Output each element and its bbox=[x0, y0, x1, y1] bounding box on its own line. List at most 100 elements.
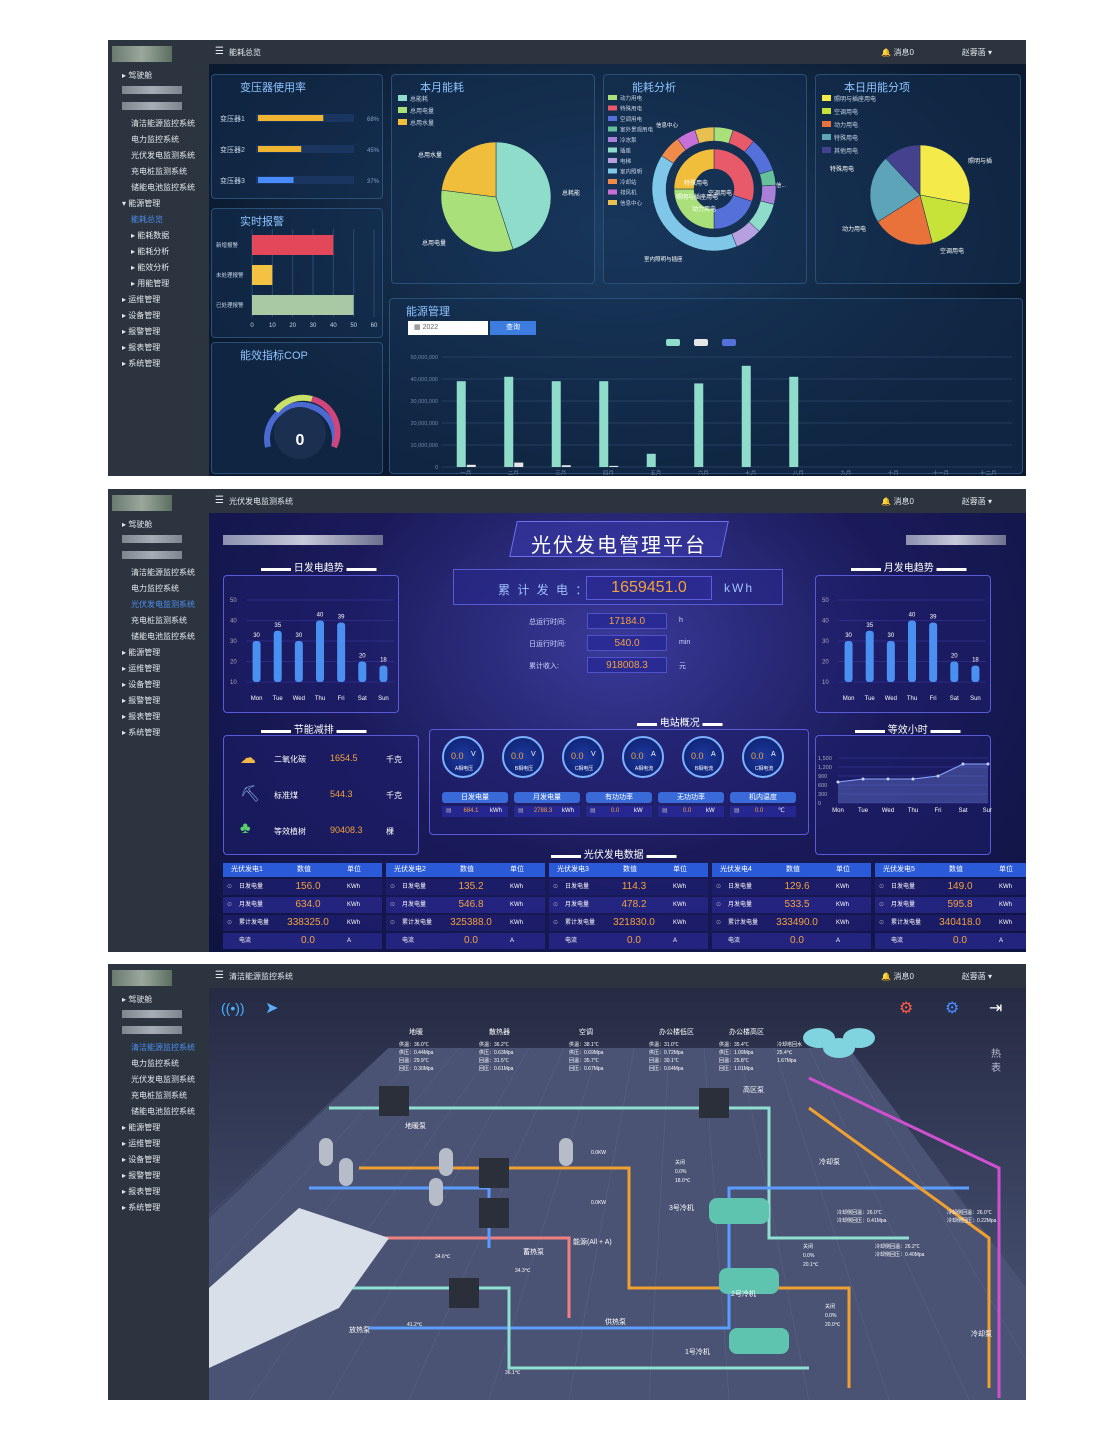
user-menu[interactable]: 赵蓉菡 ▾ bbox=[961, 972, 992, 981]
menu-group-item[interactable]: ▾ 能源管理 bbox=[122, 199, 161, 208]
legend-label: 信息中心 bbox=[620, 199, 643, 207]
pie-slice bbox=[869, 158, 921, 223]
transformer-name: 变压器2 bbox=[220, 145, 245, 154]
menu-toggle-icon[interactable]: ☰ bbox=[215, 970, 224, 981]
menu-subsystem-item[interactable]: 清洁能源监控系统 bbox=[131, 568, 195, 577]
message-button[interactable]: 🔔 消息0 bbox=[881, 972, 914, 981]
menu-subsystem-item[interactable]: 电力监控系统 bbox=[131, 584, 179, 593]
cop-gauge: 0 bbox=[264, 394, 341, 459]
menu-toggle-icon[interactable]: ☰ bbox=[215, 46, 224, 57]
menu-group-item[interactable]: ▸ 报表管理 bbox=[122, 1187, 161, 1196]
legend-label: 电梯 bbox=[620, 157, 632, 165]
cooling-tower bbox=[843, 1028, 875, 1048]
message-button[interactable]: 🔔 消息0 bbox=[881, 497, 914, 506]
menu-subsystem-item[interactable]: 储能电池监控系统 bbox=[131, 183, 195, 192]
legend-swatch bbox=[608, 126, 617, 132]
menu-group-item[interactable]: ▸ 报警管理 bbox=[122, 696, 161, 705]
chiller-status: 关闭 bbox=[803, 1243, 813, 1250]
legend-label: 照明与插座用电 bbox=[834, 95, 876, 103]
menu-group-item[interactable]: ▸ 能源管理 bbox=[122, 648, 161, 657]
query-button[interactable]: 查询 bbox=[490, 321, 536, 335]
menu-item-cockpit[interactable]: ▸ 驾驶舱 bbox=[122, 71, 153, 80]
menu-subsystem-item[interactable]: 光伏发电监测系统 bbox=[131, 600, 195, 609]
wireless-icon[interactable]: ((•)) bbox=[221, 1000, 245, 1016]
menu-subsystem-item[interactable]: 清洁能源监控系统 bbox=[131, 1043, 195, 1052]
pv-row: ⊙ 月发电量 546.8 KWh bbox=[386, 897, 545, 913]
menu-group-item[interactable]: ▸ 报警管理 bbox=[122, 1171, 161, 1180]
pv-row-icon: ⊙ bbox=[227, 920, 233, 926]
zone-reading: 供压：0.44Mpa bbox=[399, 1049, 434, 1056]
menu-group-item[interactable]: ▸ 能源管理 bbox=[122, 1123, 161, 1132]
menu-subsystem-item[interactable]: 储能电池监控系统 bbox=[131, 632, 195, 641]
floor-grid bbox=[843, 1047, 1026, 1362]
legend-label: 室内照明 bbox=[620, 168, 643, 176]
menu-group-item[interactable]: ▸ 报表管理 bbox=[122, 343, 161, 352]
menu-group-item[interactable]: ▸ 系统管理 bbox=[122, 359, 161, 368]
zone-reading: 供温：36.0℃ bbox=[399, 1041, 429, 1048]
pv-row-label: 月发电量 bbox=[565, 902, 590, 908]
menu-subsystem-item[interactable]: 充电桩监测系统 bbox=[131, 167, 187, 176]
menu-group-item[interactable]: ▸ 设备管理 bbox=[122, 311, 161, 320]
exit-icon[interactable]: ⇥ bbox=[989, 1000, 1003, 1017]
power-reading: 0.0KW bbox=[591, 1150, 606, 1156]
menu-subsystem-item[interactable]: 清洁能源监控系统 bbox=[131, 119, 195, 128]
menu-energy-subitem[interactable]: ▸ 能耗数据 bbox=[131, 231, 170, 240]
pv-row-unit: KWh bbox=[510, 884, 524, 890]
legend-swatch bbox=[608, 147, 617, 153]
gauge-unit: V bbox=[471, 751, 476, 758]
y-tick: 10 bbox=[822, 680, 829, 686]
menu-subsystem-item[interactable]: 光伏发电监测系统 bbox=[131, 1075, 195, 1084]
screenshot-pv-monitoring: ▸ 驾驶舱清洁能源监控系统 电力监控系统光伏发电监测系统 充电桩监测系统 储能电池监控… bbox=[108, 489, 1026, 952]
menu-energy-subitem[interactable]: 能耗总览 bbox=[131, 215, 163, 224]
metric-unit: kW bbox=[634, 808, 643, 814]
floor-grid bbox=[808, 1047, 970, 1400]
pv-row: ⊙ 累计发电量 325388.0 KWh bbox=[386, 915, 545, 931]
pressure-vessel bbox=[339, 1158, 353, 1186]
pv-group-name: 光伏发电5 bbox=[883, 866, 915, 873]
user-menu[interactable]: 赵蓉菡 ▾ bbox=[961, 497, 992, 506]
menu-group-item[interactable]: ▸ 系统管理 bbox=[122, 728, 161, 737]
user-menu[interactable]: 赵蓉菡 ▾ bbox=[961, 48, 992, 57]
menu-subsystem-item[interactable]: 电力监控系统 bbox=[131, 135, 179, 144]
equipment-label: 蓄热泵 bbox=[523, 1247, 544, 1256]
chiller-status: 关闭 bbox=[825, 1303, 835, 1310]
menu-energy-subitem[interactable]: ▸ 能耗分析 bbox=[131, 247, 170, 256]
menu-energy-subitem[interactable]: ▸ 能效分析 bbox=[131, 263, 170, 272]
menu-subsystem-item[interactable]: 充电桩监测系统 bbox=[131, 616, 187, 625]
menu-group-item[interactable]: ▸ 设备管理 bbox=[122, 1155, 161, 1164]
gauge: 0.0 A C相电流 bbox=[742, 736, 784, 778]
pipe bbox=[269, 1286, 809, 1370]
stat-value: 918008.3 bbox=[587, 657, 667, 673]
menu-item-cockpit[interactable]: ▸ 驾驶舱 bbox=[122, 995, 153, 1004]
menu-subsystem-item[interactable]: 储能电池监控系统 bbox=[131, 1107, 195, 1116]
menu-energy-subitem[interactable]: ▸ 用能管理 bbox=[131, 279, 170, 288]
menu-group-item[interactable]: ▸ 运维管理 bbox=[122, 1139, 161, 1148]
menu-group-item[interactable]: ▸ 报警管理 bbox=[122, 327, 161, 336]
monthly-trend-panel: 50 40 30 20 10 30 Mon 35 Tue 30 Wed 40 Thu 39 Fri 20 Sat… bbox=[815, 575, 991, 713]
menu-subsystem-item[interactable]: 光伏发电监测系统 bbox=[131, 151, 195, 160]
menu-group-item[interactable]: ▸ 报表管理 bbox=[122, 712, 161, 721]
slice-label: 总用水量 bbox=[418, 151, 442, 159]
pie-slice bbox=[877, 194, 933, 246]
send-icon[interactable]: ➤ bbox=[265, 1000, 279, 1017]
menu-group-item[interactable]: ▸ 系统管理 bbox=[122, 1203, 161, 1212]
menu-group-item[interactable]: ▸ 设备管理 bbox=[122, 680, 161, 689]
panel-title: 实时报警 bbox=[240, 216, 284, 228]
stat-label: 日运行时间: bbox=[529, 641, 566, 648]
date-input[interactable]: ▦ 2022 bbox=[408, 321, 488, 335]
sidebar-menu: ▸ 驾驶舱清洁能源监控系统 电力监控系统光伏发电监测系统 充电桩监测系统 储能电池监控… bbox=[108, 992, 209, 1216]
menu-subsystem-item[interactable]: 电力监控系统 bbox=[131, 1059, 179, 1068]
menu-group-item[interactable]: ▸ 运维管理 bbox=[122, 295, 161, 304]
pv-row-unit: A bbox=[347, 938, 352, 944]
menu-subsystem-item[interactable]: 充电桩监测系统 bbox=[131, 1091, 187, 1100]
power-reading: 0.0KW bbox=[591, 1200, 606, 1206]
settings-red-icon[interactable]: ⚙ bbox=[899, 1000, 914, 1017]
menu-group-item[interactable]: ▸ 运维管理 bbox=[122, 664, 161, 673]
x-tick: 十一月 bbox=[932, 469, 949, 475]
panel-title: 能耗分析 bbox=[632, 82, 676, 94]
settings-blue-icon[interactable]: ⚙ bbox=[945, 1000, 960, 1017]
message-button[interactable]: 🔔 消息0 bbox=[881, 48, 914, 57]
menu-item-cockpit[interactable]: ▸ 驾驶舱 bbox=[122, 520, 153, 529]
x-tick: 二月 bbox=[508, 470, 519, 475]
menu-toggle-icon[interactable]: ☰ bbox=[215, 495, 224, 506]
